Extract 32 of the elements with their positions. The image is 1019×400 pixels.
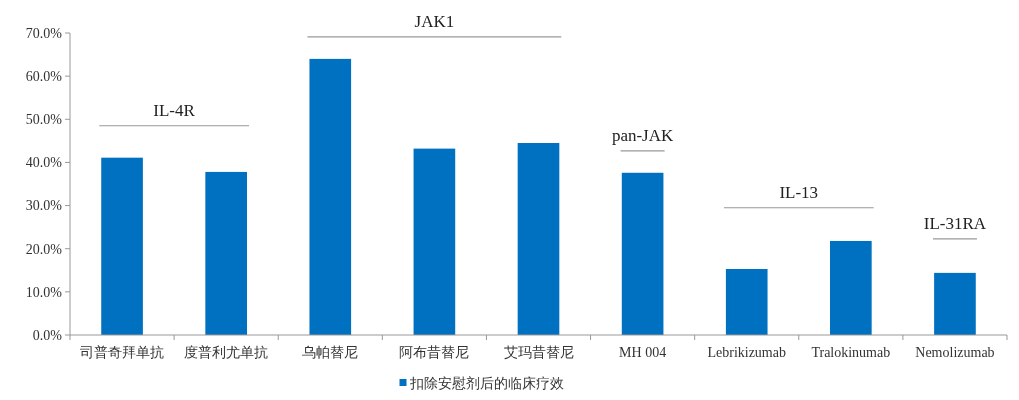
annotation: IL-4R [153, 100, 196, 120]
annotation: IL-31RA [923, 213, 987, 233]
x-tick-label: 乌帕替尼 [302, 345, 359, 360]
bar [205, 171, 247, 335]
y-tick-label: 70.0% [25, 25, 63, 41]
x-tick-label: Tralokinumab [811, 345, 891, 360]
legend-label: 扣除安慰剂后的临床疗效 [408, 375, 564, 391]
bar [101, 157, 143, 335]
y-tick-label: 0.0% [32, 327, 63, 343]
bar [517, 143, 560, 335]
x-tick-label: Nemolizumab [915, 345, 995, 360]
x-tick-label: Lebrikizumab [707, 345, 786, 360]
y-tick-label: 20.0% [25, 241, 63, 257]
x-tick-label: 艾玛昔替尼 [503, 345, 574, 360]
y-tick-label: 50.0% [25, 112, 63, 128]
bar [934, 272, 976, 335]
text: JAK1 [414, 11, 455, 31]
x-tick-label: 度普利尤单抗 [184, 344, 269, 360]
bar [830, 240, 872, 335]
bar [725, 268, 768, 335]
bar [413, 148, 456, 335]
y-tick-label: 40.0% [25, 155, 63, 171]
x-tick-label: 阿布昔替尼 [399, 345, 470, 360]
annotation: IL-13 [779, 182, 819, 202]
x-tick-label: MH 004 [619, 345, 667, 360]
bar [621, 172, 664, 335]
x-tick-label: 司普奇拜单抗 [80, 344, 165, 360]
y-tick-label: 10.0% [25, 284, 63, 300]
annotation: pan-JAK [611, 125, 675, 145]
bar [309, 58, 352, 335]
y-tick-label: 60.0% [25, 69, 63, 85]
y-tick-label: 30.0% [25, 198, 63, 214]
